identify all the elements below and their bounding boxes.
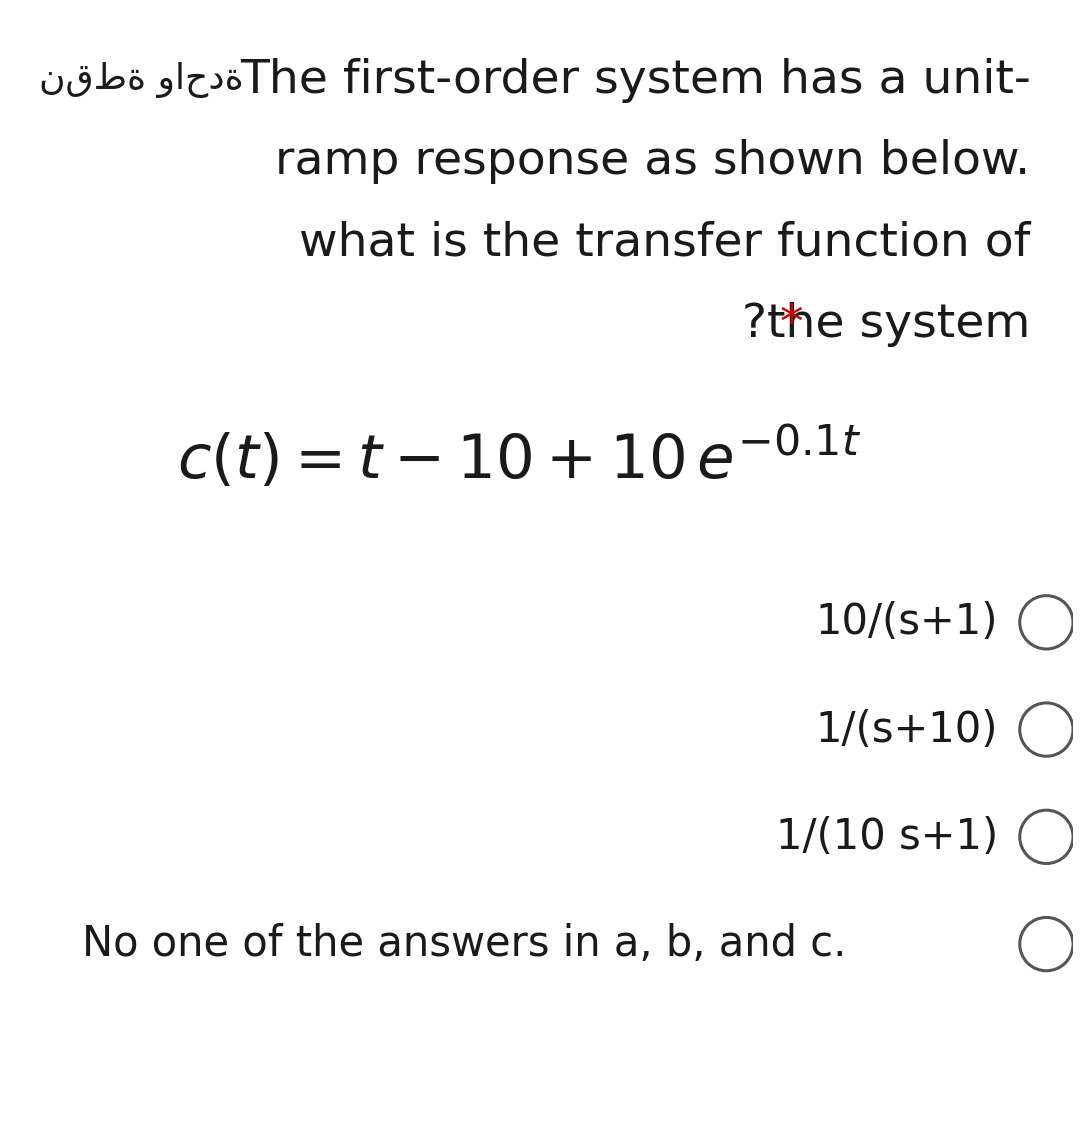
Text: 1/(10 s+1): 1/(10 s+1) (777, 816, 998, 858)
Text: 10/(s+1): 10/(s+1) (815, 601, 998, 644)
Text: The first-order system has a unit-: The first-order system has a unit- (240, 58, 1030, 103)
Text: *: * (780, 302, 804, 346)
Text: ramp response as shown below.: ramp response as shown below. (275, 139, 1030, 184)
Text: ?the system: ?the system (742, 302, 1030, 346)
Text: 1/(s+10): 1/(s+10) (815, 709, 998, 751)
Text: No one of the answers in a, b, and c.: No one of the answers in a, b, and c. (82, 924, 846, 965)
Text: what is the transfer function of: what is the transfer function of (299, 221, 1030, 265)
Text: $c(t) = t - 10 + 10\, e^{-0.1t}$: $c(t) = t - 10 + 10\, e^{-0.1t}$ (176, 425, 861, 491)
Text: نقطة واحدة: نقطة واحدة (39, 63, 244, 98)
